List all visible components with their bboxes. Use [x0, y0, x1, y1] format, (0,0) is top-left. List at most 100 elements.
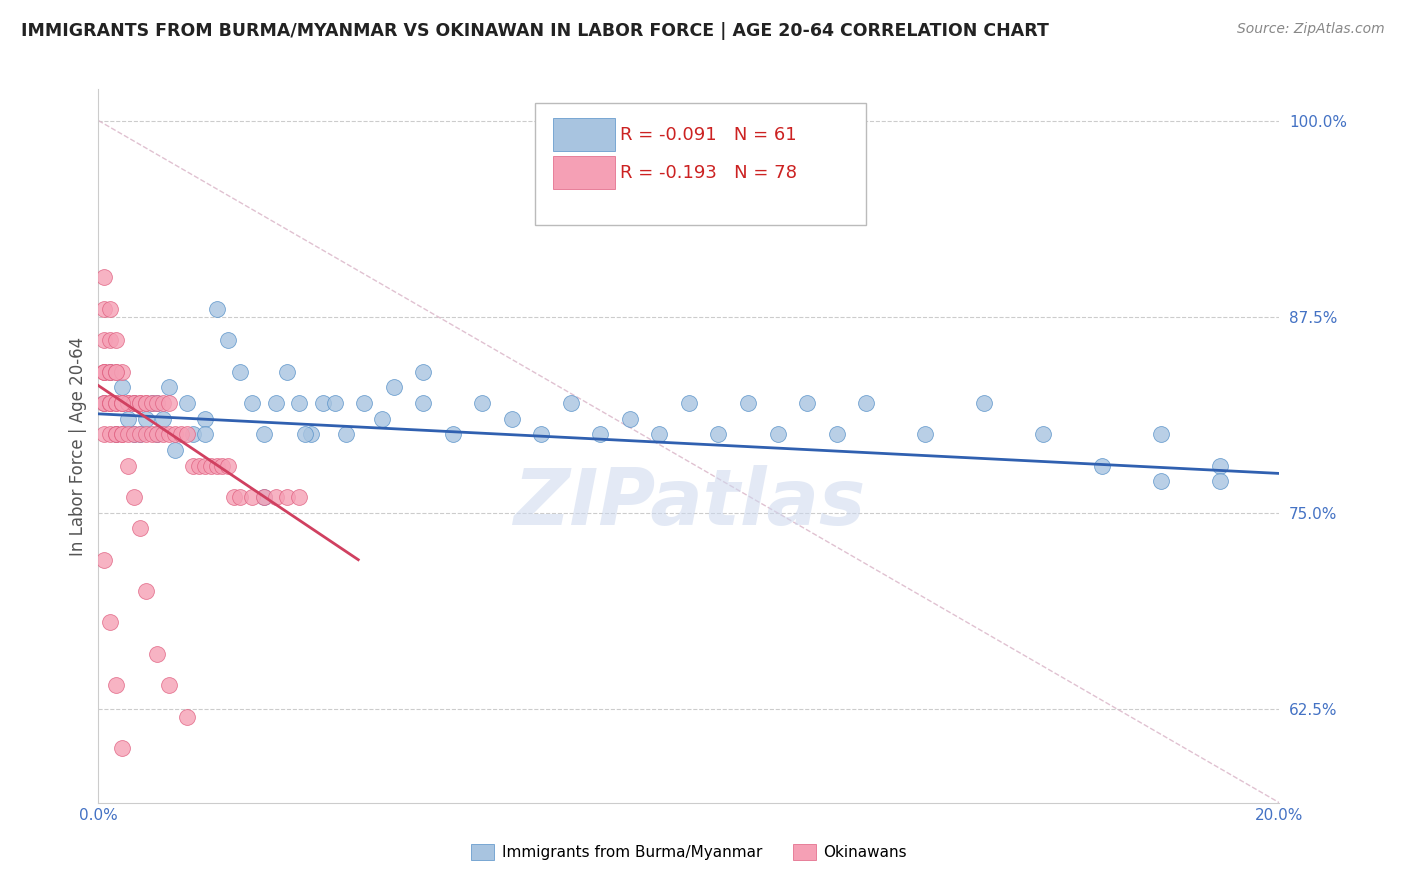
Point [229, 490, 252, 504]
Point [914, 427, 936, 442]
FancyBboxPatch shape [553, 156, 614, 189]
Point [276, 490, 298, 504]
Point [111, 396, 134, 410]
Text: ZIPatlas: ZIPatlas [513, 465, 865, 541]
Point [299, 427, 322, 442]
Point [176, 709, 198, 723]
Point [128, 396, 150, 410]
Point [98, 301, 121, 316]
Point [98, 615, 121, 630]
Point [117, 427, 139, 442]
Point [217, 458, 239, 473]
Point [181, 427, 204, 442]
Point [288, 396, 311, 410]
Point [122, 396, 145, 410]
Point [111, 364, 134, 378]
Point [98, 364, 121, 378]
Point [98, 364, 121, 378]
Point [1150, 427, 1173, 442]
Point [93, 333, 115, 347]
Point [117, 458, 139, 473]
Point [276, 364, 298, 378]
Point [128, 521, 150, 535]
Point [589, 427, 612, 442]
Point [707, 427, 730, 442]
Point [128, 427, 150, 442]
Point [135, 427, 157, 442]
Point [111, 380, 134, 394]
Point [737, 396, 759, 410]
Point [146, 396, 169, 410]
Point [105, 364, 128, 378]
Point [105, 427, 128, 442]
Legend: Immigrants from Burma/Myanmar, Okinawans: Immigrants from Burma/Myanmar, Okinawans [465, 838, 912, 866]
Point [122, 490, 145, 504]
FancyBboxPatch shape [536, 103, 866, 225]
Point [176, 396, 198, 410]
Point [412, 396, 434, 410]
Point [117, 411, 139, 425]
Point [194, 458, 217, 473]
Point [1209, 475, 1232, 489]
Text: R = -0.091   N = 61: R = -0.091 N = 61 [620, 126, 797, 144]
Point [1032, 427, 1054, 442]
Point [141, 396, 163, 410]
Point [412, 364, 434, 378]
Point [111, 427, 134, 442]
Point [93, 364, 115, 378]
Point [157, 380, 180, 394]
Point [200, 458, 222, 473]
Point [1091, 458, 1114, 473]
FancyBboxPatch shape [553, 119, 614, 152]
Text: IMMIGRANTS FROM BURMA/MYANMAR VS OKINAWAN IN LABOR FORCE | AGE 20-64 CORRELATION: IMMIGRANTS FROM BURMA/MYANMAR VS OKINAWA… [21, 22, 1049, 40]
Point [141, 396, 163, 410]
Point [93, 364, 115, 378]
Point [1150, 475, 1173, 489]
Point [194, 427, 217, 442]
Point [98, 364, 121, 378]
Point [93, 396, 115, 410]
Point [211, 458, 233, 473]
Point [187, 458, 209, 473]
Point [105, 333, 128, 347]
Point [157, 678, 180, 692]
Point [205, 458, 228, 473]
Point [111, 396, 134, 410]
Point [98, 333, 121, 347]
Point [128, 427, 150, 442]
Point [152, 396, 174, 410]
Point [105, 427, 128, 442]
Point [973, 396, 995, 410]
Point [165, 427, 187, 442]
Point [229, 364, 252, 378]
Point [264, 396, 287, 410]
Point [98, 396, 121, 410]
Point [353, 396, 375, 410]
Point [93, 364, 115, 378]
Point [141, 427, 163, 442]
Point [122, 396, 145, 410]
Point [253, 490, 276, 504]
Point [501, 411, 523, 425]
Point [825, 427, 848, 442]
Point [224, 490, 246, 504]
Text: R = -0.193   N = 78: R = -0.193 N = 78 [620, 164, 797, 182]
Point [146, 427, 169, 442]
Point [240, 490, 263, 504]
Point [135, 411, 157, 425]
Point [128, 396, 150, 410]
Point [152, 427, 174, 442]
Point [678, 396, 700, 410]
Point [170, 427, 193, 442]
Point [98, 396, 121, 410]
Point [93, 427, 115, 442]
Point [98, 396, 121, 410]
Point [253, 427, 276, 442]
Point [93, 552, 115, 566]
Point [146, 427, 169, 442]
Point [157, 427, 180, 442]
Point [93, 396, 115, 410]
Point [135, 396, 157, 410]
Point [135, 584, 157, 599]
Point [335, 427, 357, 442]
